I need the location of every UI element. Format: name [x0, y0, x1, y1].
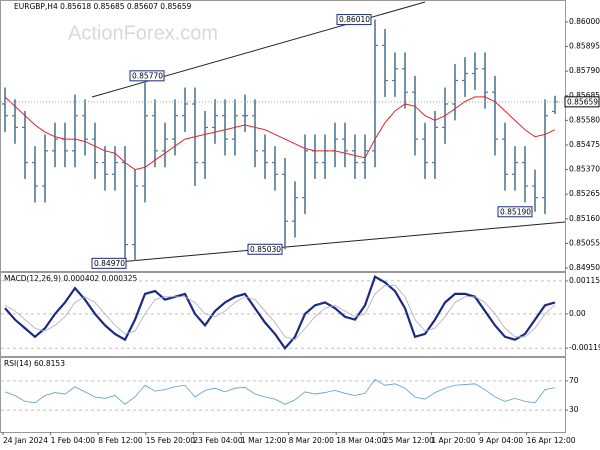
x-tick-label: 1 Mar 12:00 — [241, 436, 287, 445]
chart-title: EURGBP,H4 0.85618 0.85685 0.85607 0.8565… — [14, 2, 192, 11]
y-tick-label: 0.85580 — [569, 115, 600, 124]
y-tick-label: 0.00 — [569, 309, 586, 318]
y-tick-label: 0.85475 — [569, 140, 600, 149]
macd-title: MACD(12,26,9) 0.000402 0.000325 — [4, 274, 138, 283]
x-tick-label: 9 Apr 04:00 — [479, 436, 523, 445]
y-tick-label: 0.85265 — [569, 189, 600, 198]
y-tick-label: 0.85160 — [569, 214, 600, 223]
y-tick-label: 0.85790 — [569, 66, 600, 75]
annotation-label: 0.85030 — [250, 245, 281, 254]
y-tick-label: 0.001152 — [569, 276, 600, 285]
y-tick-label: 0.85895 — [569, 42, 600, 51]
x-tick-label: 16 Apr 12:00 — [527, 436, 576, 445]
y-tick-label: 70 — [569, 376, 579, 385]
y-tick-label: 30 — [569, 405, 579, 414]
annotation-box — [336, 14, 372, 26]
price-panel — [0, 0, 566, 272]
indicator-line — [4, 378, 556, 405]
current-price-box — [564, 96, 600, 108]
x-tick-label: 1 Feb 04:00 — [51, 436, 96, 445]
indicator-line — [4, 96, 556, 171]
x-tick-label: 1 Apr 20:00 — [431, 436, 475, 445]
y-tick-label: -0.001196 — [569, 343, 600, 352]
y-tick-label: 0.85370 — [569, 165, 600, 174]
macd-panel — [0, 272, 566, 357]
y-tick-label: 0.84950 — [569, 263, 600, 272]
y-tick-label: 0.85055 — [569, 238, 600, 247]
annotation-label: 0.86010 — [339, 15, 370, 24]
annotation-label: 0.84970 — [94, 259, 125, 268]
indicator-line — [4, 275, 556, 351]
y-tick-label: 0.85685 — [569, 91, 600, 100]
x-tick-label: 15 Feb 20:00 — [146, 436, 195, 445]
x-tick-label: 23 Feb 04:00 — [193, 436, 242, 445]
annotation-box — [497, 206, 533, 218]
trend-line — [117, 221, 566, 263]
x-tick-label: 8 Feb 12:00 — [98, 436, 143, 445]
x-tick-label: 8 Mar 20:00 — [289, 436, 335, 445]
annotation-label: 0.85190 — [500, 207, 531, 216]
annotation-box — [91, 257, 127, 269]
rsi-title: RSI(14) 60.8153 — [4, 359, 65, 368]
indicator-line — [4, 284, 556, 341]
x-tick-label: 25 Mar 12:00 — [384, 436, 434, 445]
annotation-box — [129, 70, 165, 82]
annotation-box — [247, 243, 283, 255]
rsi-panel — [0, 357, 566, 433]
y-tick-label: 0.86000 — [569, 17, 600, 26]
annotation-label: 0.85770 — [132, 71, 163, 80]
x-tick-label: 24 Jan 2024 — [3, 436, 48, 445]
x-tick-label: 18 Mar 04:00 — [336, 436, 386, 445]
current-price-label: 0.85659 — [567, 97, 598, 106]
watermark: ActionForex.com — [68, 22, 218, 44]
